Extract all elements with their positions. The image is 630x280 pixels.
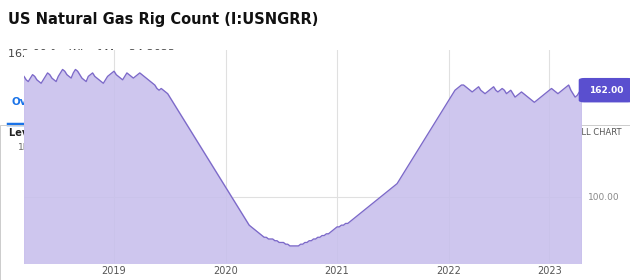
Text: 100.00: 100.00 <box>588 193 619 202</box>
Text: 3Y: 3Y <box>161 143 173 152</box>
Text: MAX: MAX <box>242 143 262 152</box>
Text: YTD: YTD <box>101 143 119 152</box>
Text: 1M: 1M <box>18 143 32 152</box>
FancyBboxPatch shape <box>579 78 630 102</box>
Text: 162.00: 162.00 <box>589 86 623 95</box>
Text: 3M: 3M <box>47 143 60 152</box>
Text: 1Y: 1Y <box>133 143 144 152</box>
Text: Level Chart: Level Chart <box>9 129 72 139</box>
Text: Interactive Chart: Interactive Chart <box>63 97 151 107</box>
Text: VIEW FULL CHART: VIEW FULL CHART <box>546 129 621 137</box>
Text: 6M: 6M <box>75 143 89 152</box>
Text: 5Y: 5Y <box>189 143 202 152</box>
Text: 162.00 for Wk of Mar 24 2023: 162.00 for Wk of Mar 24 2023 <box>8 49 175 59</box>
Text: 10Y: 10Y <box>215 143 232 152</box>
Text: Overview: Overview <box>11 97 66 107</box>
Text: US Natural Gas Rig Count (I:USNGRR): US Natural Gas Rig Count (I:USNGRR) <box>8 12 318 27</box>
